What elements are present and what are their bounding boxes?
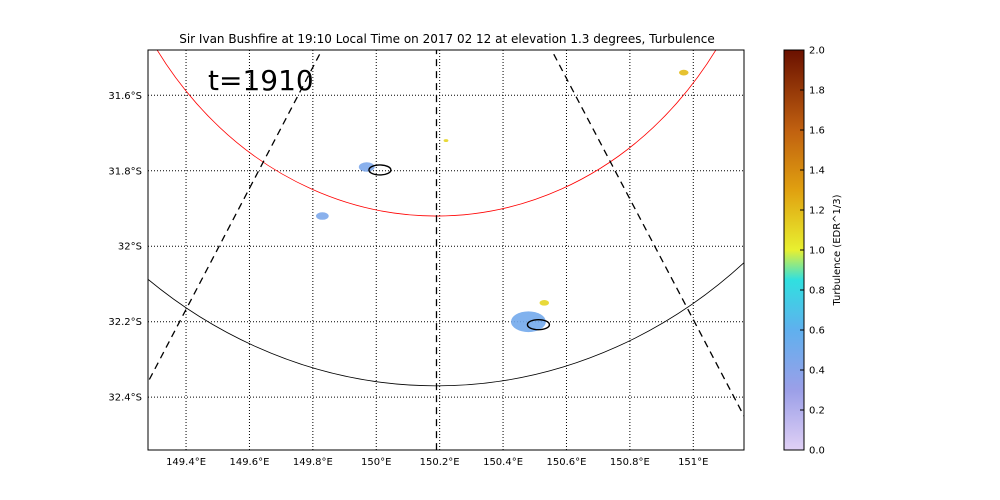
y-tick-label: 31.6°S bbox=[108, 91, 142, 102]
plot-area: t=1910 bbox=[147, 49, 745, 451]
chart-title: Sir Ivan Bushfire at 19:10 Local Time on… bbox=[179, 32, 715, 46]
x-tick-label: 150.8°E bbox=[610, 457, 650, 468]
plot-background bbox=[148, 50, 744, 450]
x-tick-label: 151°E bbox=[678, 457, 708, 468]
colorbar-tick-label: 1.8 bbox=[809, 86, 825, 97]
y-tick-label: 32.4°S bbox=[108, 393, 142, 404]
x-tick-label: 149.6°E bbox=[229, 457, 269, 468]
turbulence-echo bbox=[443, 139, 449, 142]
y-axis-ticks: 31.6°S 31.8°S 32°S 32.2°S 32.4°S bbox=[108, 91, 142, 404]
y-tick-label: 32°S bbox=[118, 242, 142, 253]
colorbar-tick-label: 1.2 bbox=[809, 206, 825, 217]
contour-line bbox=[368, 164, 392, 176]
x-tick-label: 150.4°E bbox=[483, 457, 523, 468]
x-tick-label: 150°E bbox=[361, 457, 391, 468]
x-tick-label: 149.4°E bbox=[166, 457, 206, 468]
contours bbox=[368, 164, 551, 331]
colorbar-tick-label: 0.4 bbox=[809, 366, 825, 377]
beam-line bbox=[148, 50, 323, 383]
colorbar-tick-label: 1.6 bbox=[809, 126, 825, 137]
plot-frame bbox=[147, 49, 745, 451]
x-axis-ticks: 149.4°E 149.6°E 149.8°E 150°E 150.2°E 150.4°E… bbox=[166, 457, 708, 468]
y-tick-label: 32.2°S bbox=[108, 317, 142, 328]
turbulence-echo bbox=[679, 69, 689, 76]
colorbar-tick-label: 0.8 bbox=[809, 286, 825, 297]
x-tick-label: 150.2°E bbox=[420, 457, 460, 468]
colorbar-tick-label: 0.6 bbox=[809, 326, 825, 337]
gridlines bbox=[148, 50, 744, 450]
colorbar-label: Turbulence (EDR^1/3) bbox=[832, 194, 843, 306]
y-tick-label: 31.8°S bbox=[108, 166, 142, 177]
colorbar-ticks: 0.0 0.2 0.4 0.6 0.8 1.0 1.2 1.4 1.6 1.8 2.0 bbox=[800, 46, 825, 457]
colorbar-tick-label: 1.0 bbox=[809, 246, 825, 257]
x-tick-label: 149.8°E bbox=[293, 457, 333, 468]
colorbar-tick-label: 0.2 bbox=[809, 406, 825, 417]
x-tick-label: 150.6°E bbox=[546, 457, 586, 468]
colorbar-tick-label: 1.4 bbox=[809, 166, 825, 177]
beam-lines bbox=[148, 50, 744, 450]
time-annotation: t=1910 bbox=[208, 64, 314, 97]
colorbar-tick-label: 0.0 bbox=[809, 446, 825, 457]
beam-line bbox=[550, 50, 744, 417]
turbulence-echo bbox=[358, 162, 375, 172]
contour-line bbox=[526, 318, 551, 331]
turbulence-echo bbox=[316, 212, 329, 220]
colorbar-tick-label: 2.0 bbox=[809, 46, 825, 57]
turbulence-echo bbox=[539, 300, 550, 306]
colorbar: 0.0 0.2 0.4 0.6 0.8 1.0 1.2 1.4 1.6 1.8 2.0 Turbul… bbox=[783, 46, 843, 457]
